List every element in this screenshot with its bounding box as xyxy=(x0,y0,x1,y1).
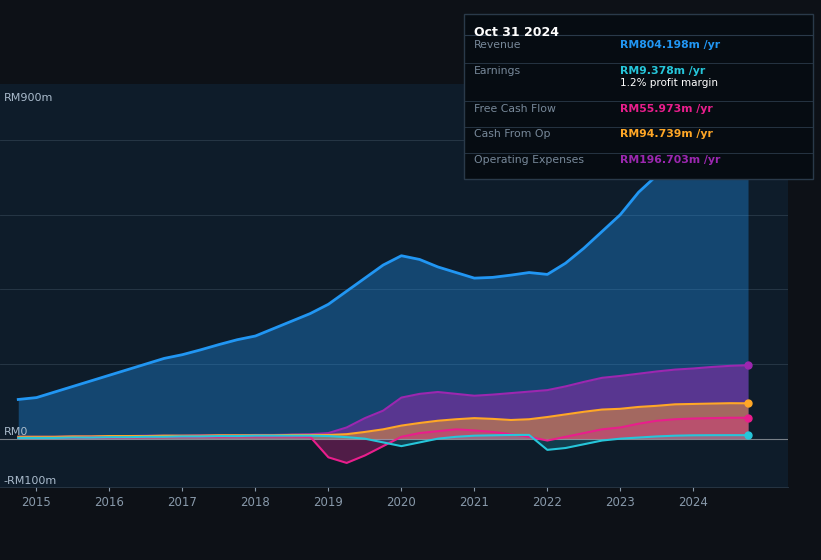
Text: Revenue: Revenue xyxy=(474,40,521,50)
Text: RM804.198m /yr: RM804.198m /yr xyxy=(620,40,720,50)
Text: RM9.378m /yr: RM9.378m /yr xyxy=(620,66,705,76)
Text: Cash From Op: Cash From Op xyxy=(474,129,550,139)
Text: Free Cash Flow: Free Cash Flow xyxy=(474,104,556,114)
Text: RM900m: RM900m xyxy=(3,92,53,102)
Text: Oct 31 2024: Oct 31 2024 xyxy=(474,26,559,39)
Text: RM55.973m /yr: RM55.973m /yr xyxy=(620,104,713,114)
Text: Operating Expenses: Operating Expenses xyxy=(474,155,584,165)
Text: Earnings: Earnings xyxy=(474,66,521,76)
Text: -RM100m: -RM100m xyxy=(3,475,57,486)
Text: 1.2% profit margin: 1.2% profit margin xyxy=(620,78,718,88)
Text: RM196.703m /yr: RM196.703m /yr xyxy=(620,155,720,165)
Text: RM0: RM0 xyxy=(3,427,28,437)
Text: RM94.739m /yr: RM94.739m /yr xyxy=(620,129,713,139)
